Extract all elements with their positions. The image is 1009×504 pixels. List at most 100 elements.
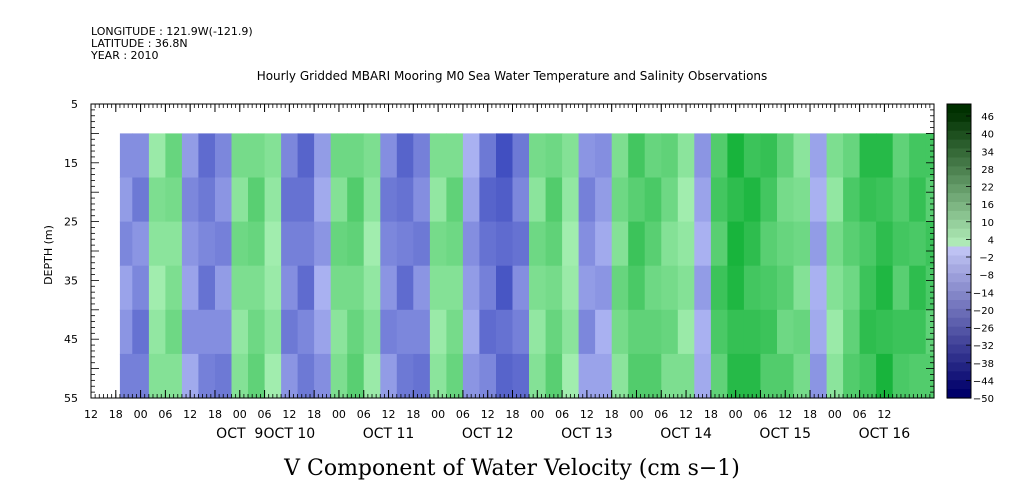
heatmap-cell <box>512 221 530 267</box>
heatmap-cell <box>413 353 431 399</box>
heatmap-cell <box>628 309 646 355</box>
colorbar-label: −14 <box>973 288 994 299</box>
heatmap-cell <box>446 309 464 355</box>
colorbar-frame <box>946 103 972 399</box>
heatmap-cell <box>363 133 381 179</box>
heatmap-cell <box>231 353 249 399</box>
heatmap-cell <box>843 309 861 355</box>
x-hour-tick-label: 18 <box>406 408 420 421</box>
colorbar-label: −38 <box>973 359 994 370</box>
heatmap-cell <box>380 265 398 311</box>
x-hour-tick-label: 00 <box>629 408 643 421</box>
heatmap-cell <box>512 353 530 399</box>
heatmap-cell <box>132 353 150 399</box>
x-hour-tick-label: 12 <box>282 408 296 421</box>
heatmap-cell <box>892 265 910 311</box>
heatmap-cell <box>396 309 414 355</box>
heatmap-cell <box>248 221 266 267</box>
heatmap-cell <box>529 265 547 311</box>
y-axis-label: DEPTH (m) <box>42 225 55 285</box>
heatmap-cell <box>413 221 431 267</box>
heatmap-cell <box>925 221 935 267</box>
heatmap-cell <box>132 133 150 179</box>
heatmap-cell <box>859 177 877 223</box>
heatmap-cell <box>909 133 927 179</box>
heatmap-cell <box>562 221 580 267</box>
heatmap-cell <box>611 133 629 179</box>
heatmap-cell <box>677 265 695 311</box>
colorbar-swatch <box>947 104 971 114</box>
x-hour-tick-label: 06 <box>258 408 272 421</box>
heatmap-cell <box>462 221 480 267</box>
heatmap-cell <box>710 133 728 179</box>
colorbar-label: −2 <box>979 253 994 264</box>
heatmap-cell <box>248 265 266 311</box>
heatmap-cell <box>181 265 199 311</box>
heatmap-cell <box>826 177 844 223</box>
heatmap-cell <box>347 133 365 179</box>
heatmap-cell <box>743 177 761 223</box>
y-tick-label: 5 <box>71 98 78 111</box>
x-hour-tick-label: 00 <box>431 408 445 421</box>
colorbar-label: 10 <box>981 218 994 229</box>
chart-title: Hourly Gridded MBARI Mooring M0 Sea Wate… <box>257 69 768 83</box>
y-tick-label: 35 <box>64 274 78 287</box>
heatmap-cell <box>760 221 778 267</box>
colorbar-swatch <box>947 389 971 399</box>
x-hour-tick-label: 12 <box>183 408 197 421</box>
heatmap-cell <box>119 309 133 355</box>
heatmap-cell <box>644 353 662 399</box>
heatmap-cell <box>628 133 646 179</box>
heatmap-cell <box>777 265 795 311</box>
heatmap-cell <box>545 265 563 311</box>
heatmap-cell <box>661 177 679 223</box>
heatmap-cell <box>119 177 133 223</box>
heatmap-cell <box>661 265 679 311</box>
heatmap-cell <box>876 353 894 399</box>
heatmap-cell <box>512 133 530 179</box>
heatmap-cell <box>165 265 183 311</box>
heatmap-cell <box>628 353 646 399</box>
heatmap-cell <box>446 221 464 267</box>
heatmap-cell <box>496 133 514 179</box>
heatmap-cell <box>644 133 662 179</box>
heatmap-cell <box>876 177 894 223</box>
heatmap-cell <box>446 353 464 399</box>
heatmap-cell <box>909 309 927 355</box>
heatmap-cell <box>843 177 861 223</box>
heatmap-cell <box>562 353 580 399</box>
heatmap-cell <box>330 309 348 355</box>
heatmap-cell <box>165 353 183 399</box>
x-day-label: OCT 16 <box>859 426 911 442</box>
heatmap-cell <box>843 353 861 399</box>
colorbar-label: 34 <box>981 147 994 158</box>
heatmap-cell <box>181 133 199 179</box>
heatmap-cell <box>694 265 712 311</box>
heatmap-cell <box>793 221 811 267</box>
heatmap-cell <box>892 177 910 223</box>
heatmap-cell <box>396 221 414 267</box>
heatmap-cell <box>694 309 712 355</box>
heatmap-cell <box>462 133 480 179</box>
heatmap-cell <box>231 265 249 311</box>
heatmap-cell <box>512 309 530 355</box>
heatmap-cell <box>826 265 844 311</box>
heatmap-cell <box>496 177 514 223</box>
heatmap-cell <box>413 309 431 355</box>
heatmap-cell <box>479 309 497 355</box>
heatmap-cell <box>231 309 249 355</box>
colorbar-swatch <box>947 166 971 176</box>
heatmap-cell <box>628 177 646 223</box>
heatmap-cell <box>810 265 828 311</box>
x-hour-tick-label: 00 <box>530 408 544 421</box>
x-hour-tick-label: 18 <box>109 408 123 421</box>
heatmap-cell <box>297 353 315 399</box>
heatmap-cell <box>743 221 761 267</box>
heatmap-cell <box>215 309 233 355</box>
y-tick-label: 55 <box>64 392 78 405</box>
colorbar-swatch <box>947 362 971 372</box>
heatmap-cell <box>248 177 266 223</box>
heatmap-cell <box>876 265 894 311</box>
heatmap-cell <box>396 265 414 311</box>
heatmap-cell <box>545 309 563 355</box>
